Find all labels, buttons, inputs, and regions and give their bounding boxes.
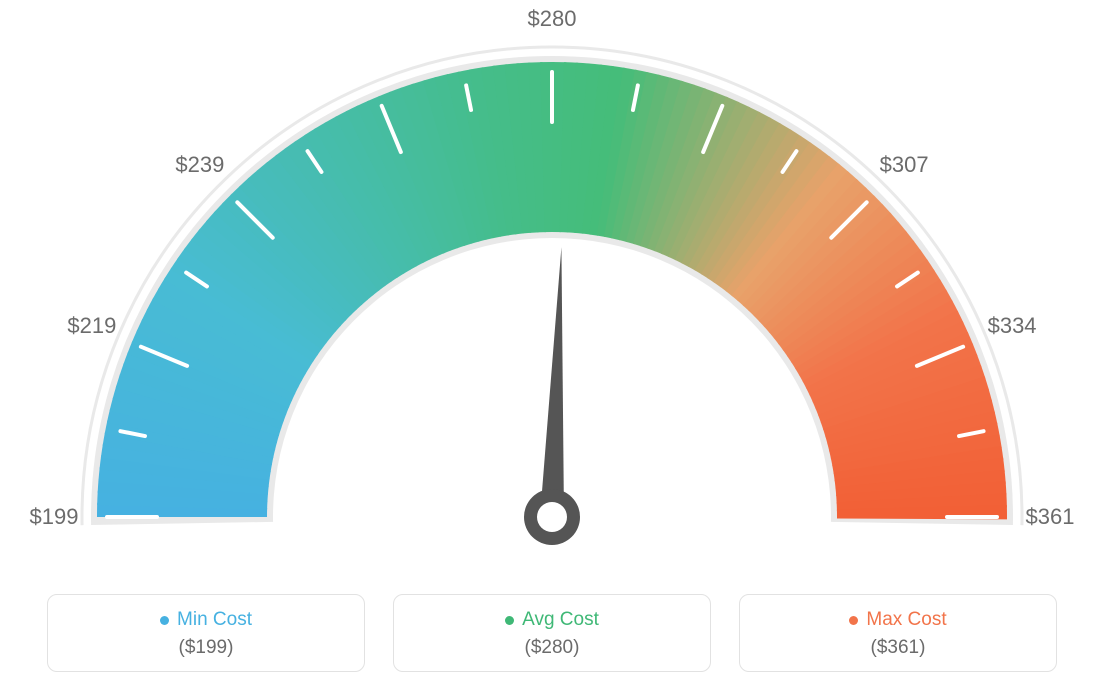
dot-icon [160,616,169,625]
legend-title: Avg Cost [522,609,599,631]
scale-label: $219 [67,313,116,339]
legend-row: Min Cost ($199) Avg Cost ($280) Max Cost… [0,594,1104,672]
legend-title: Min Cost [177,609,252,631]
scale-label: $280 [528,6,577,32]
gauge-svg [0,0,1104,560]
scale-label: $199 [30,504,79,530]
legend-card-min: Min Cost ($199) [47,594,365,672]
legend-title: Max Cost [866,609,946,631]
dot-icon [505,616,514,625]
scale-label: $361 [1026,504,1075,530]
legend-card-max: Max Cost ($361) [739,594,1057,672]
scale-label: $239 [175,152,224,178]
gauge-container: $199 $219 $239 $280 $307 $334 $361 [0,0,1104,560]
legend-value: ($280) [394,637,710,659]
dot-icon [849,616,858,625]
scale-label: $307 [880,152,929,178]
legend-card-avg: Avg Cost ($280) [393,594,711,672]
legend-value: ($199) [48,637,364,659]
scale-label: $334 [988,313,1037,339]
legend-value: ($361) [740,637,1056,659]
